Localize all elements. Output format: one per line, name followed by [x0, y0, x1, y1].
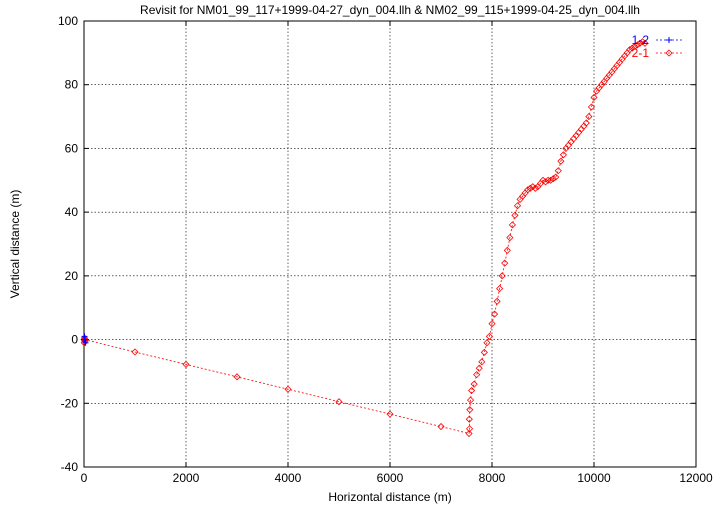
- data-point: [531, 184, 539, 192]
- data-point: [82, 339, 89, 346]
- data-point: [493, 297, 501, 305]
- x-tick-label: 6000: [377, 471, 404, 485]
- data-point: [483, 339, 491, 347]
- data-point: [626, 46, 634, 54]
- data-point: [233, 373, 241, 381]
- data-point: [335, 398, 343, 406]
- data-point: [284, 385, 292, 393]
- data-point: [633, 41, 641, 49]
- x-tick-label: 4000: [275, 471, 302, 485]
- data-point: [666, 37, 672, 43]
- grid: [84, 21, 696, 467]
- data-point: [488, 320, 496, 328]
- data-point: [552, 173, 560, 181]
- data-point: [636, 39, 644, 47]
- data-point: [554, 167, 562, 175]
- data-point: [480, 348, 488, 356]
- chart-title: Revisit for NM01_99_117+1999-04-27_dyn_0…: [140, 3, 640, 17]
- data-point: [508, 221, 516, 229]
- data-point: [506, 234, 514, 242]
- ticks: 0 2000 4000 6000 8000 10000 12000 -40 -20 0 20 40 60…: [58, 14, 713, 485]
- data-point: [590, 93, 598, 102]
- data-point: [478, 358, 486, 366]
- series-2-1: [80, 38, 649, 438]
- data-point: [131, 348, 139, 356]
- data-point: [386, 410, 394, 418]
- y-tick-label: 20: [65, 269, 79, 283]
- data-point: [524, 186, 532, 194]
- y-tick-label: 80: [65, 78, 79, 92]
- legend-label: 2-1: [632, 46, 650, 60]
- y-tick-label: 60: [65, 141, 79, 155]
- data-point: [547, 176, 555, 184]
- x-axis-title: Horizontal distance (m): [328, 490, 451, 504]
- data-point: [496, 285, 504, 293]
- y-tick-label: 40: [65, 205, 79, 219]
- data-point: [544, 176, 552, 184]
- data-point: [468, 386, 476, 395]
- data-point: [628, 44, 636, 52]
- y-tick-label: -20: [61, 396, 79, 410]
- y-tick-label: -40: [61, 460, 79, 474]
- data-point: [665, 49, 673, 57]
- data-point: [631, 42, 639, 51]
- data-point: [490, 310, 499, 318]
- y-tick-label: 0: [71, 333, 78, 347]
- data-point: [80, 334, 89, 342]
- data-point: [585, 113, 593, 121]
- data-point: [437, 422, 445, 431]
- data-point: [465, 429, 473, 438]
- data-point: [470, 380, 478, 388]
- data-point: [582, 119, 590, 127]
- data-point: [503, 246, 511, 254]
- data-point: [485, 332, 494, 340]
- data-point: [82, 336, 89, 343]
- x-tick-label: 8000: [479, 471, 506, 485]
- data-point: [182, 360, 190, 368]
- data-point: [557, 157, 565, 165]
- data-point: [473, 371, 481, 379]
- data-point: [513, 202, 522, 210]
- legend: 1-22-1: [632, 33, 682, 60]
- data-point: [465, 425, 474, 433]
- data-point: [549, 175, 557, 183]
- data-point: [526, 184, 534, 192]
- data-point: [467, 396, 475, 404]
- y-axis-title: Vertical distance (m): [8, 190, 22, 299]
- data-point: [466, 406, 474, 414]
- x-tick-label: 2000: [173, 471, 200, 485]
- y-tick-label: 100: [58, 14, 78, 28]
- data-point: [498, 272, 506, 280]
- x-tick-label: 12000: [679, 471, 713, 485]
- x-tick-label: 0: [81, 471, 88, 485]
- data-point: [501, 259, 509, 267]
- data-point: [587, 103, 596, 111]
- data-point: [559, 151, 567, 159]
- data-point: [541, 178, 550, 186]
- series-line: [83, 41, 646, 435]
- data-point: [475, 364, 483, 372]
- x-tick-label: 10000: [577, 471, 611, 485]
- series-1-2: [81, 333, 89, 346]
- data-point: [81, 333, 88, 340]
- legend-label: 1-2: [632, 33, 650, 47]
- series-layer: [80, 38, 649, 438]
- data-point: [511, 211, 519, 219]
- data-point: [465, 415, 473, 423]
- data-point: [641, 39, 649, 47]
